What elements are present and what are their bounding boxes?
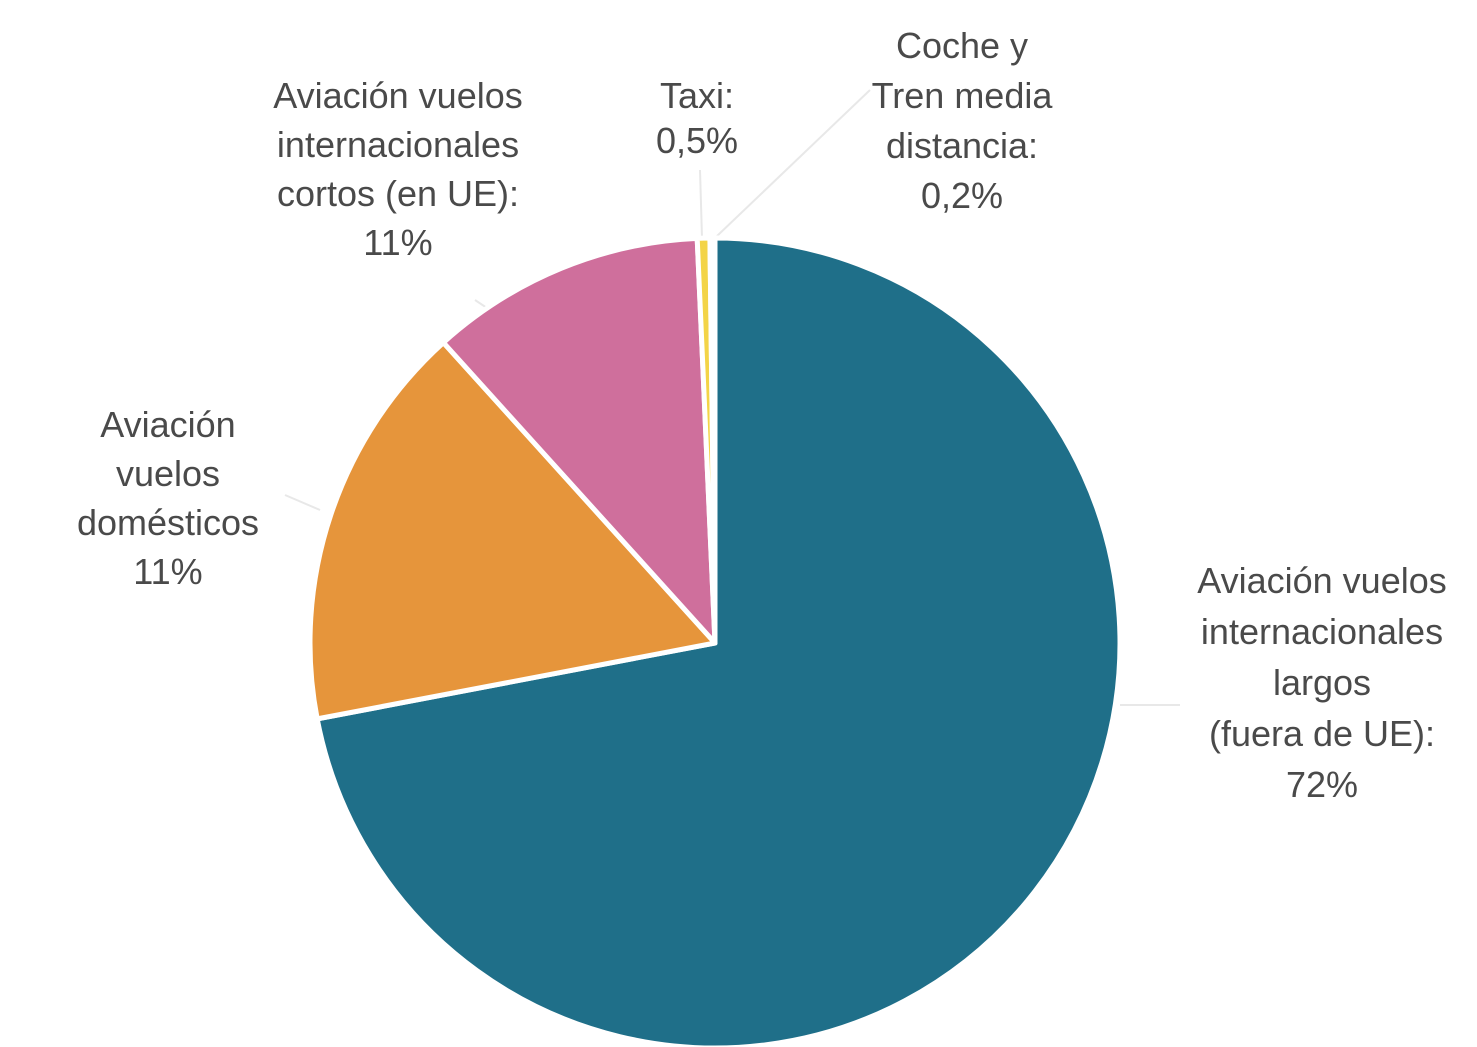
slice-label-3: Taxi: 0,5% [656, 75, 738, 161]
slice-label-0-line-1: internacionales [1201, 611, 1443, 652]
slice-label-2-line-1: internacionales [277, 124, 519, 165]
slice-label-4: Coche y Tren media distancia: 0,2% [872, 25, 1054, 216]
slice-label-4-line-0: Coche y [896, 25, 1028, 66]
pie-slice-2 [440, 235, 718, 646]
slice-label-2-line-0: Aviación vuelos [273, 75, 523, 116]
slice-label-0-line-4: 72% [1286, 764, 1358, 805]
slice-label-1-line-0: Aviación [100, 404, 235, 445]
slice-label-4-line-1: Tren media [872, 75, 1054, 116]
slice-label-1-line-2: domésticos [77, 502, 259, 543]
slice-label-2-line-3: 11% [363, 222, 432, 263]
slice-label-0-line-3: (fuera de UE): [1209, 713, 1435, 754]
leader-line-3 [699, 169, 703, 239]
slice-label-4-line-2: distancia: [886, 125, 1038, 166]
slice-label-0-line-0: Aviación vuelos [1197, 560, 1447, 601]
slice-label-0-line-2: largos [1273, 662, 1371, 703]
pie-slices [307, 235, 1123, 1047]
slice-labels: Aviación vuelos internacionales largos (fue… [77, 25, 1447, 805]
slice-label-2: Aviación vuelos internacionales cortos (en… [273, 75, 523, 263]
leader-line-4 [716, 89, 871, 237]
slice-label-3-line-0: Taxi: [660, 75, 734, 116]
slice-label-1: Aviación vuelos domésticos 11% [77, 404, 259, 592]
slice-label-1-line-1: vuelos [116, 453, 220, 494]
slice-label-0: Aviación vuelos internacionales largos (fue… [1197, 560, 1447, 805]
slice-label-4-line-3: 0,2% [921, 175, 1003, 216]
slice-label-1-line-3: 11% [133, 551, 202, 592]
leader-line-1 [284, 494, 321, 511]
pie-slice-1 [307, 340, 718, 722]
slice-label-2-line-2: cortos (en UE): [277, 173, 519, 214]
pie-slice-0 [314, 235, 1123, 1047]
pie-slice-4 [707, 235, 718, 646]
slice-label-3-line-1: 0,5% [656, 120, 738, 161]
